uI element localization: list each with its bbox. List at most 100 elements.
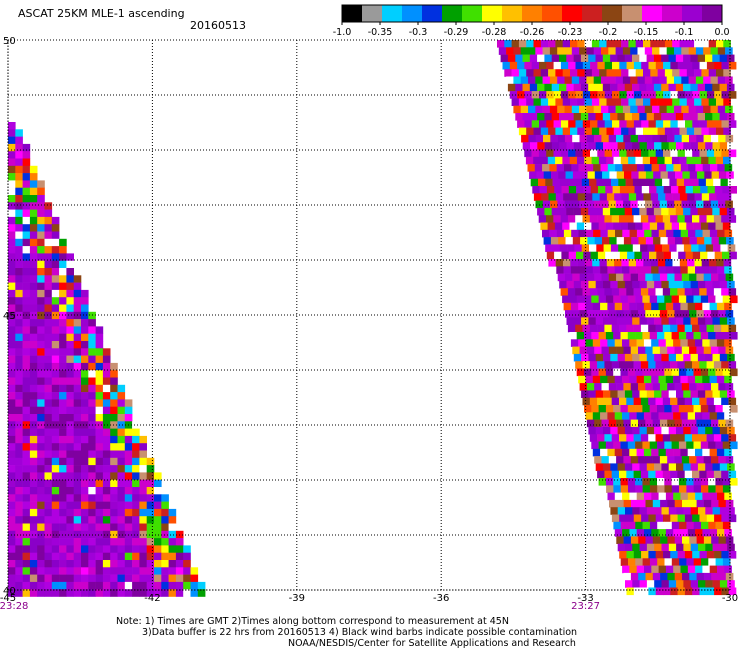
wind-cell <box>175 581 184 590</box>
wind-cell <box>59 260 67 269</box>
wind-cell <box>576 222 585 231</box>
wind-cell <box>29 377 38 386</box>
wind-cell <box>22 384 31 393</box>
wind-cell <box>671 405 680 413</box>
wind-cell <box>633 514 642 523</box>
wind-cell <box>51 589 60 597</box>
wind-cell <box>684 551 693 559</box>
wind-cell <box>705 353 713 362</box>
wind-cell <box>518 69 527 77</box>
wind-cell <box>670 434 678 442</box>
wind-cell <box>708 405 716 413</box>
wind-cell <box>117 560 126 568</box>
wind-cell <box>37 348 45 356</box>
wind-cell <box>730 368 738 377</box>
wind-cell <box>632 543 640 552</box>
wind-cell <box>8 289 16 298</box>
wind-cell <box>633 324 642 333</box>
x-tick-label: -42 <box>144 593 160 604</box>
wind-cell <box>675 113 684 121</box>
wind-cell <box>66 275 74 283</box>
wind-cell <box>81 545 89 553</box>
wind-cell <box>689 310 697 318</box>
wind-cell <box>619 361 627 369</box>
wind-cell <box>633 551 642 559</box>
wind-cell <box>524 91 532 99</box>
wind-cell <box>15 487 23 495</box>
wind-cell <box>546 61 554 70</box>
wind-cell <box>557 200 565 209</box>
wind-cell <box>611 178 619 187</box>
wind-cell <box>652 76 660 85</box>
wind-cell <box>712 426 721 435</box>
wind-cell <box>66 443 74 451</box>
wind-cell <box>727 507 735 515</box>
wind-cell <box>628 69 636 77</box>
wind-cell <box>110 465 118 473</box>
wind-cell <box>51 260 60 269</box>
wind-cell <box>604 470 612 479</box>
wind-cell <box>678 478 687 486</box>
wind-cell <box>66 370 74 378</box>
wind-cell <box>669 178 677 187</box>
wind-cell <box>168 581 177 590</box>
wind-cell <box>44 253 53 261</box>
wind-cell <box>44 457 53 466</box>
wind-cell <box>652 273 661 282</box>
wind-cell <box>674 76 682 85</box>
wind-cell <box>578 375 586 384</box>
wind-cell <box>566 142 575 150</box>
wind-cell <box>626 514 635 523</box>
wind-cell <box>562 40 571 48</box>
wind-cell <box>517 61 525 70</box>
wind-cell <box>689 171 698 179</box>
wind-cell <box>632 317 640 325</box>
wind-cell <box>568 120 576 128</box>
wind-cell <box>102 552 111 561</box>
wind-cell <box>728 120 737 128</box>
wind-cell <box>674 47 682 55</box>
wind-cell <box>559 280 567 289</box>
wind-cell <box>717 164 725 172</box>
chart-date: 20160513 <box>190 19 246 32</box>
wind-cell <box>520 105 529 114</box>
wind-cell <box>551 113 560 121</box>
wind-cell <box>666 105 675 114</box>
wind-cell <box>51 238 60 247</box>
wind-cell <box>88 552 96 561</box>
wind-cell <box>686 368 694 377</box>
wind-cell <box>592 339 601 347</box>
wind-cell <box>712 543 721 552</box>
wind-cell <box>15 304 23 313</box>
wind-cell <box>81 311 89 320</box>
wind-cell <box>88 428 96 437</box>
wind-cell <box>95 333 104 342</box>
wind-cell <box>664 332 672 340</box>
wind-cell <box>655 551 664 559</box>
wind-cell <box>95 567 104 575</box>
wind-cell <box>721 514 729 523</box>
wind-cell <box>584 295 592 304</box>
wind-cell <box>658 492 667 501</box>
wind-cell <box>66 552 74 561</box>
wind-cell <box>718 572 727 581</box>
wind-cell <box>604 215 612 223</box>
wind-cell <box>685 186 694 194</box>
wind-cell <box>615 47 624 55</box>
wind-cell <box>81 530 89 539</box>
wind-cell <box>639 83 647 92</box>
wind-cell <box>559 244 568 252</box>
wind-cell <box>664 222 672 231</box>
wind-cell <box>626 149 635 158</box>
wind-cell <box>639 142 648 150</box>
wind-cell <box>646 83 655 92</box>
wind-cell <box>658 339 667 347</box>
wind-cell <box>591 441 599 450</box>
wind-cell <box>537 54 545 63</box>
wind-cell <box>697 207 706 216</box>
wind-cell <box>583 251 591 260</box>
wind-cell <box>549 229 557 238</box>
wind-cell <box>600 339 608 347</box>
wind-cell <box>632 113 640 121</box>
colorbar-swatch <box>702 5 723 22</box>
